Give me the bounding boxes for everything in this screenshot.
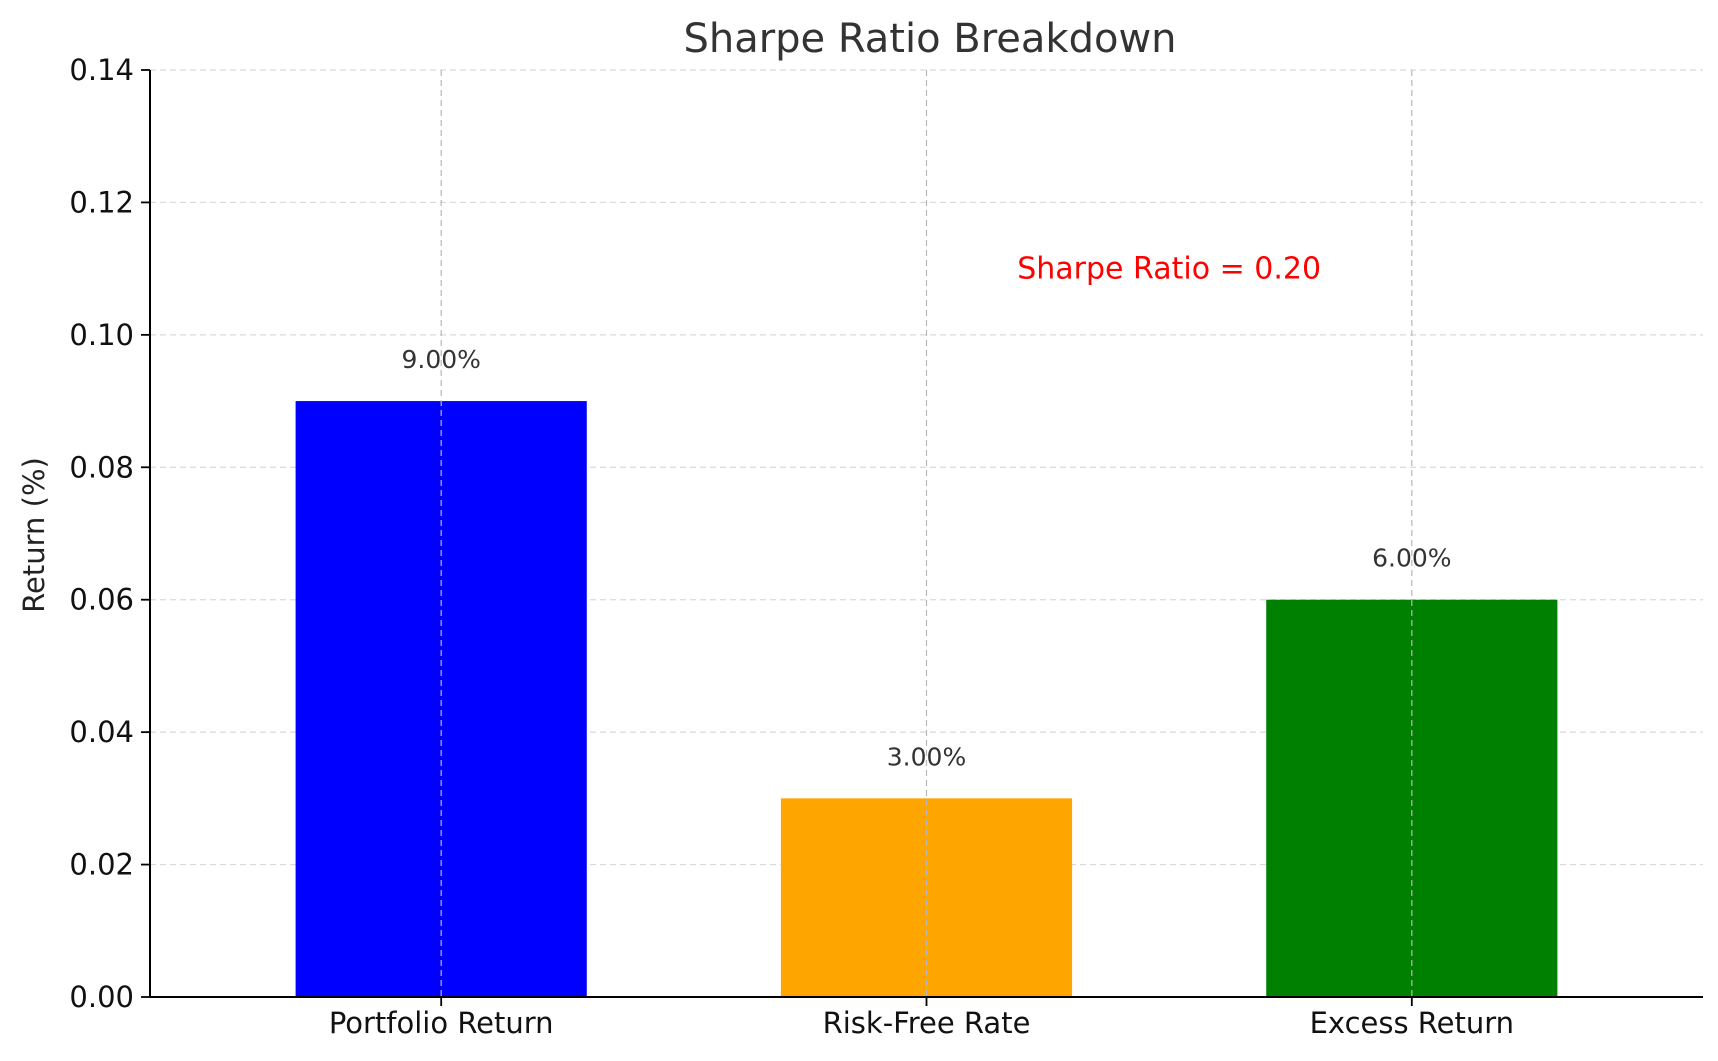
data-label: 6.00% bbox=[1372, 544, 1451, 573]
x-tick-label: Excess Return bbox=[1310, 1006, 1514, 1040]
y-axis-label: Return (%) bbox=[17, 457, 51, 613]
chart-title: Sharpe Ratio Breakdown bbox=[683, 16, 1176, 62]
y-tick-label: 0.04 bbox=[69, 715, 134, 749]
y-tick-label: 0.00 bbox=[69, 980, 134, 1014]
sharpe-ratio-annotation: Sharpe Ratio = 0.20 bbox=[1017, 252, 1321, 287]
bar-excess-return bbox=[1266, 599, 1558, 997]
x-tick-label: Risk-Free Rate bbox=[823, 1006, 1031, 1040]
x-grid-layer bbox=[440, 70, 1413, 997]
y-tick-label: 0.02 bbox=[69, 848, 134, 882]
y-tick-label: 0.08 bbox=[69, 450, 134, 484]
bar-risk-free-rate bbox=[780, 798, 1073, 997]
data-label: 3.00% bbox=[887, 742, 966, 771]
x-tick-label: Portfolio Return bbox=[329, 1006, 554, 1040]
y-tick-label: 0.10 bbox=[69, 318, 134, 352]
y-tick-label: 0.14 bbox=[69, 53, 134, 87]
labels-layer: 0.00 0.02 0.04 0.06 0.08 0.10 0.12 0.14 Portfoli… bbox=[69, 53, 1514, 1040]
data-label: 9.00% bbox=[401, 345, 480, 374]
axes-layer bbox=[141, 69, 1703, 1006]
y-tick-label: 0.12 bbox=[69, 185, 134, 219]
y-tick-label: 0.06 bbox=[69, 583, 134, 617]
